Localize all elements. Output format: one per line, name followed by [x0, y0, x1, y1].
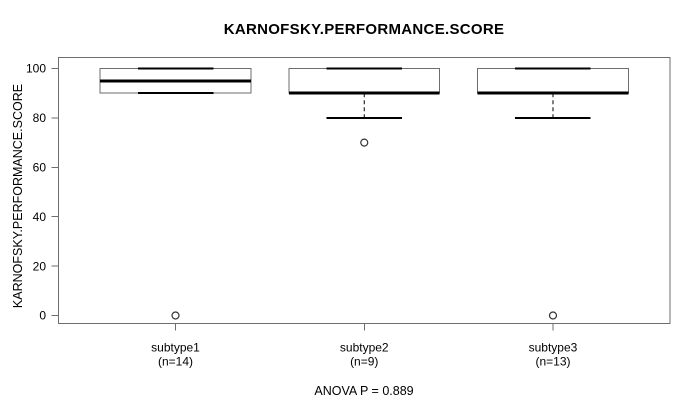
y-tick-label: 40 — [33, 210, 47, 224]
plot-border — [58, 57, 671, 324]
x-count-label: (n=14) — [158, 355, 193, 369]
iqr-box — [476, 68, 629, 94]
anova-annotation: ANOVA P = 0.889 — [314, 384, 414, 398]
x-count-label: (n=13) — [535, 355, 570, 369]
outlier-point — [360, 138, 369, 147]
y-tick-label: 0 — [39, 309, 46, 323]
x-count-label: (n=9) — [350, 355, 378, 369]
x-category-label: subtype3 — [529, 341, 578, 355]
chart-title: KARNOFSKY.PERFORMANCE.SCORE — [223, 21, 505, 38]
y-tick-label: 100 — [26, 62, 46, 76]
outlier-point — [171, 311, 180, 320]
y-tick-label: 80 — [33, 111, 47, 125]
outlier-point — [548, 311, 558, 320]
x-category-label: subtype2 — [340, 341, 389, 355]
y-tick-label: 60 — [33, 161, 47, 175]
y-tick-label: 20 — [33, 259, 47, 273]
iqr-box — [288, 68, 441, 94]
x-category-label: subtype1 — [151, 341, 200, 355]
y-axis-title: KARNOFSKY.PERFORMANCE.SCORE — [11, 83, 25, 309]
